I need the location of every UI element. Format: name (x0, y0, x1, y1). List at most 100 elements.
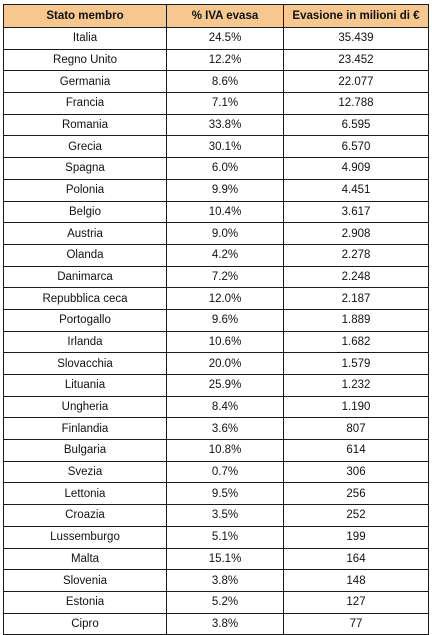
cell-vat-percent: 9.9% (166, 178, 284, 202)
cell-state: Lituania (3, 374, 167, 397)
header-evasion-millions: Evasione in milioni di € (283, 4, 429, 28)
cell-vat-percent: 8.4% (166, 395, 284, 419)
cell-evasion-amount: 1.579 (283, 352, 429, 375)
cell-evasion-amount: 3.617 (283, 200, 429, 224)
cell-vat-percent: 8.6% (166, 70, 284, 94)
cell-vat-percent: 25.9% (166, 374, 284, 397)
table-row: Estonia 5.2% 127 (3, 590, 429, 614)
table-row: Repubblica ceca 12.0% 2.187 (3, 287, 429, 310)
cell-evasion-amount: 6.570 (283, 135, 429, 159)
cell-vat-percent: 3.8% (166, 569, 284, 592)
cell-vat-percent: 10.6% (166, 330, 284, 354)
cell-evasion-amount: 148 (283, 569, 429, 592)
cell-vat-percent: 10.8% (166, 439, 284, 462)
cell-state: Slovenia (3, 569, 167, 592)
table-row: Spagna 6.0% 4.909 (3, 157, 429, 180)
cell-state: Italia (3, 27, 167, 50)
table-row: Grecia 30.1% 6.570 (3, 135, 429, 159)
table-row: Olanda 4.2% 2.278 (3, 243, 429, 267)
cell-vat-percent: 12.2% (166, 48, 284, 72)
cell-state: Spagna (3, 157, 167, 180)
table-row: Lituania 25.9% 1.232 (3, 374, 429, 397)
table-row: Slovenia 3.8% 148 (3, 569, 429, 592)
cell-evasion-amount: 2.248 (283, 265, 429, 289)
cell-state: Francia (3, 92, 167, 115)
cell-evasion-amount: 199 (283, 525, 429, 549)
table-row: Italia 24.5% 35.439 (3, 27, 429, 50)
cell-vat-percent: 5.2% (166, 590, 284, 614)
cell-evasion-amount: 2.187 (283, 287, 429, 310)
cell-evasion-amount: 23.452 (283, 48, 429, 72)
vat-evasion-table: Stato membro % IVA evasa Evasione in mil… (3, 4, 429, 635)
header-row: Stato membro % IVA evasa Evasione in mil… (3, 4, 429, 28)
cell-evasion-amount: 256 (283, 482, 429, 506)
table-row: Portogallo 9.6% 1.889 (3, 308, 429, 332)
cell-evasion-amount: 127 (283, 590, 429, 614)
table-row: Romania 33.8% 6.595 (3, 113, 429, 137)
page: Stato membro % IVA evasa Evasione in mil… (3, 4, 429, 635)
cell-state: Belgio (3, 200, 167, 224)
cell-vat-percent: 15.1% (166, 547, 284, 571)
cell-evasion-amount: 252 (283, 504, 429, 527)
cell-evasion-amount: 1.682 (283, 330, 429, 354)
cell-vat-percent: 7.2% (166, 265, 284, 289)
cell-state: Polonia (3, 178, 167, 202)
cell-vat-percent: 12.0% (166, 287, 284, 310)
cell-evasion-amount: 22.077 (283, 70, 429, 94)
cell-state: Lussemburgo (3, 525, 167, 549)
cell-vat-percent: 7.1% (166, 92, 284, 115)
cell-evasion-amount: 2.278 (283, 243, 429, 267)
table-row: Bulgaria 10.8% 614 (3, 439, 429, 462)
table-row: Germania 8.6% 22.077 (3, 70, 429, 94)
cell-state: Irlanda (3, 330, 167, 354)
cell-state: Svezia (3, 460, 167, 484)
cell-evasion-amount: 1.232 (283, 374, 429, 397)
cell-vat-percent: 9.0% (166, 222, 284, 245)
cell-vat-percent: 9.5% (166, 482, 284, 506)
cell-evasion-amount: 4.451 (283, 178, 429, 202)
cell-evasion-amount: 2.908 (283, 222, 429, 245)
cell-vat-percent: 3.8% (166, 612, 284, 635)
table-row: Danimarca 7.2% 2.248 (3, 265, 429, 289)
cell-state: Regno Unito (3, 48, 167, 72)
cell-vat-percent: 0.7% (166, 460, 284, 484)
table-row: Austria 9.0% 2.908 (3, 222, 429, 245)
cell-state: Cipro (3, 612, 167, 635)
cell-state: Finlandia (3, 417, 167, 441)
cell-evasion-amount: 35.439 (283, 27, 429, 50)
table-row: Finlandia 3.6% 807 (3, 417, 429, 441)
cell-vat-percent: 20.0% (166, 352, 284, 375)
table-row: Polonia 9.9% 4.451 (3, 178, 429, 202)
table-row: Malta 15.1% 164 (3, 547, 429, 571)
cell-state: Malta (3, 547, 167, 571)
cell-state: Bulgaria (3, 439, 167, 462)
cell-state: Danimarca (3, 265, 167, 289)
cell-evasion-amount: 12.788 (283, 92, 429, 115)
cell-vat-percent: 33.8% (166, 113, 284, 137)
cell-state: Romania (3, 113, 167, 137)
cell-evasion-amount: 77 (283, 612, 429, 635)
cell-evasion-amount: 1.889 (283, 308, 429, 332)
cell-vat-percent: 10.4% (166, 200, 284, 224)
table-row: Lussemburgo 5.1% 199 (3, 525, 429, 549)
table-row: Francia 7.1% 12.788 (3, 92, 429, 115)
table-row: Croazia 3.5% 252 (3, 504, 429, 527)
table-row: Irlanda 10.6% 1.682 (3, 330, 429, 354)
cell-state: Croazia (3, 504, 167, 527)
cell-state: Lettonia (3, 482, 167, 506)
cell-evasion-amount: 614 (283, 439, 429, 462)
cell-vat-percent: 24.5% (166, 27, 284, 50)
cell-state: Germania (3, 70, 167, 94)
table-row: Regno Unito 12.2% 23.452 (3, 48, 429, 72)
cell-state: Grecia (3, 135, 167, 159)
cell-vat-percent: 4.2% (166, 243, 284, 267)
cell-state: Slovacchia (3, 352, 167, 375)
cell-state: Olanda (3, 243, 167, 267)
header-member-state: Stato membro (3, 4, 167, 28)
cell-evasion-amount: 6.595 (283, 113, 429, 137)
cell-vat-percent: 3.6% (166, 417, 284, 441)
cell-state: Austria (3, 222, 167, 245)
cell-state: Estonia (3, 590, 167, 614)
table-row: Svezia 0.7% 306 (3, 460, 429, 484)
table-row: Cipro 3.8% 77 (3, 612, 429, 635)
